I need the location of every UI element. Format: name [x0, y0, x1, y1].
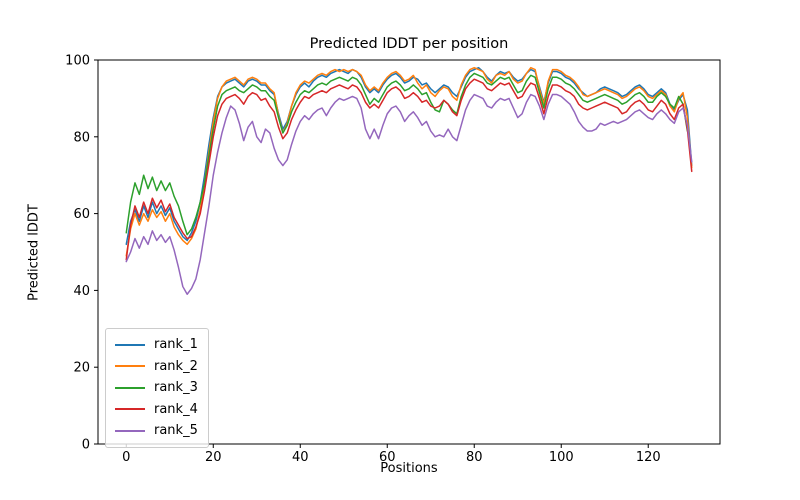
x-tick-label: 0: [122, 450, 130, 465]
plot-line-rank_4: [125, 78, 693, 261]
legend-label: rank_1: [154, 337, 198, 353]
legend-entry-rank-1: rank_1: [115, 334, 198, 356]
legend-line-sample: [115, 386, 145, 389]
legend-line-sample: [115, 429, 145, 432]
y-tick-label: 100: [65, 54, 90, 69]
x-tick-label: 120: [636, 450, 661, 465]
legend-entry-rank-4: rank_4: [115, 399, 198, 421]
legend-label: rank_2: [154, 358, 198, 374]
legend-entry-rank-3: rank_3: [115, 377, 198, 399]
legend-entry-rank-2: rank_2: [115, 356, 198, 378]
x-tick-label: 80: [466, 450, 483, 465]
legend-entry-rank-5: rank_5: [115, 420, 198, 442]
x-axis-label: Positions: [380, 461, 438, 476]
x-tick-label: 100: [549, 450, 574, 465]
y-tick-label: 20: [73, 361, 90, 376]
legend-line-sample: [115, 365, 145, 368]
plot-line-rank_2: [125, 66, 693, 257]
legend-label: rank_3: [154, 380, 198, 396]
legend-label: rank_5: [154, 423, 198, 439]
chart-title: Predicted lDDT per position: [309, 36, 509, 52]
x-tick-label: 60: [379, 450, 396, 465]
plot-line-rank_1: [125, 66, 693, 246]
legend-label: rank_4: [154, 401, 198, 417]
legend-line-sample: [115, 343, 145, 346]
y-tick-label: 40: [73, 284, 90, 299]
legend-line-sample: [115, 408, 145, 411]
y-tick-label: 80: [73, 130, 90, 145]
y-axis-label: Predicted lDDT: [26, 204, 42, 301]
axes-frame: [97, 59, 721, 445]
x-tick-label: 40: [292, 450, 309, 465]
legend: rank_1 rank_2 rank_3 rank_4 rank_5: [105, 328, 209, 448]
y-tick-label: 0: [82, 438, 90, 453]
plot-line-rank_3: [125, 72, 689, 236]
plot-line-rank_5: [125, 93, 693, 295]
x-tick-label: 20: [205, 450, 222, 465]
y-tick-label: 60: [73, 207, 90, 222]
